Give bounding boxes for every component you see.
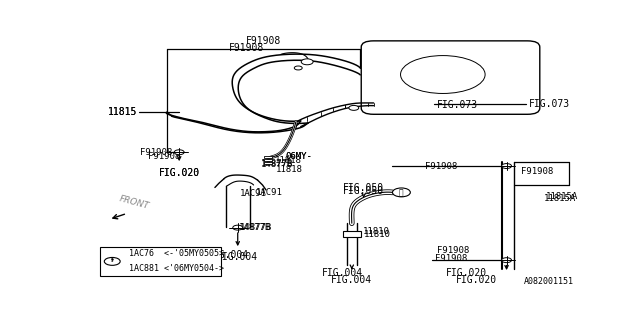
Text: FIG.073: FIG.073 <box>529 100 570 109</box>
Text: 14877B: 14877B <box>240 223 273 232</box>
Circle shape <box>392 188 410 197</box>
Circle shape <box>104 258 120 265</box>
Text: 11815A: 11815A <box>547 192 579 201</box>
Text: 1AC91: 1AC91 <box>256 188 283 197</box>
Text: FIG.004: FIG.004 <box>217 252 259 262</box>
Text: F91908: F91908 <box>522 167 554 176</box>
Text: A082001151: A082001151 <box>524 276 573 286</box>
Text: F91908: F91908 <box>140 148 172 157</box>
FancyBboxPatch shape <box>361 41 540 114</box>
Text: 14877B: 14877B <box>261 160 293 169</box>
Text: 14877B: 14877B <box>261 159 293 168</box>
Text: F91908: F91908 <box>425 162 457 171</box>
Text: 06MY-: 06MY- <box>286 152 313 161</box>
Circle shape <box>502 258 511 263</box>
Text: 11815A: 11815A <box>544 194 576 203</box>
Text: FIG.020: FIG.020 <box>159 169 200 179</box>
Text: 11815: 11815 <box>108 107 137 117</box>
Ellipse shape <box>401 56 485 93</box>
Text: FIG.004: FIG.004 <box>332 275 372 285</box>
Text: 1AC76  <-'05MY0505>: 1AC76 <-'05MY0505> <box>129 250 223 259</box>
Text: 1AC881 <'06MY0504->: 1AC881 <'06MY0504-> <box>129 264 223 273</box>
Text: 06MY-: 06MY- <box>286 152 313 161</box>
Text: 11818: 11818 <box>276 165 303 174</box>
Text: F91908: F91908 <box>435 254 467 263</box>
Text: 1AC91: 1AC91 <box>240 189 267 198</box>
Text: 11818: 11818 <box>275 156 301 165</box>
Text: FIG.050: FIG.050 <box>343 183 384 197</box>
Circle shape <box>349 105 359 110</box>
Circle shape <box>502 164 511 169</box>
Text: ①: ① <box>399 188 404 197</box>
Bar <box>264 156 273 158</box>
Text: 14877B: 14877B <box>239 223 271 232</box>
Text: FIG.004: FIG.004 <box>208 250 250 260</box>
Bar <box>264 162 273 164</box>
Bar <box>343 231 361 237</box>
Text: FIG.020: FIG.020 <box>159 168 200 178</box>
Text: 11815: 11815 <box>108 107 137 117</box>
Circle shape <box>294 66 302 70</box>
Text: FIG.020: FIG.020 <box>446 268 488 278</box>
Bar <box>264 159 273 161</box>
Circle shape <box>174 150 184 155</box>
Text: FIG.073: FIG.073 <box>437 100 478 110</box>
Bar <box>100 247 221 276</box>
Text: F91908: F91908 <box>437 246 469 255</box>
Text: FIG.020: FIG.020 <box>456 275 497 285</box>
Text: 11810: 11810 <box>364 229 390 238</box>
Circle shape <box>233 225 243 230</box>
Text: F91908: F91908 <box>228 43 264 53</box>
Text: i: i <box>111 256 113 264</box>
Circle shape <box>301 59 313 65</box>
Text: 11810: 11810 <box>363 227 390 236</box>
Text: FRONT: FRONT <box>118 194 150 211</box>
Text: FIG.004: FIG.004 <box>323 268 364 278</box>
Text: FIG.050: FIG.050 <box>343 186 384 196</box>
Text: F91908: F91908 <box>246 36 281 46</box>
Text: F91908: F91908 <box>148 152 180 161</box>
